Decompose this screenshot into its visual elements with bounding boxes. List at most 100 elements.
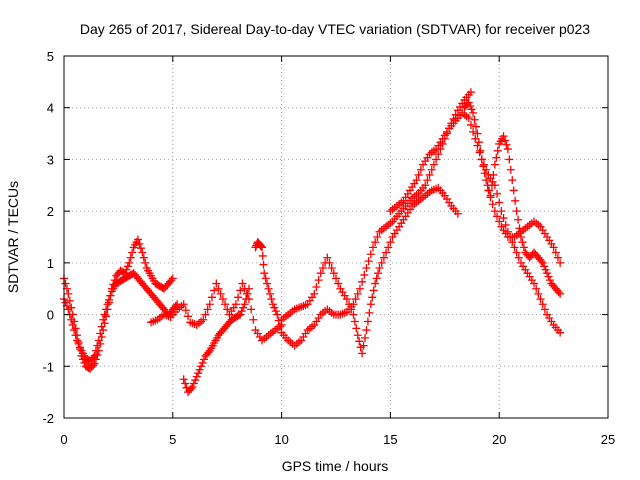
- data-point: [501, 220, 510, 229]
- data-point: [353, 289, 362, 298]
- x-tick-label: 5: [169, 432, 176, 447]
- data-point: [490, 207, 499, 216]
- data-point: [191, 376, 200, 385]
- data-point: [538, 300, 547, 309]
- data-point: [123, 262, 132, 271]
- data-point: [256, 241, 265, 250]
- data-point: [312, 282, 321, 291]
- series-trace-6: [277, 183, 462, 358]
- data-point: [138, 248, 147, 257]
- data-point: [423, 176, 432, 185]
- data-point: [510, 243, 519, 252]
- series-trace-2: [60, 269, 182, 366]
- data-point: [432, 155, 441, 164]
- data-point: [125, 258, 134, 267]
- data-point: [453, 209, 462, 218]
- data-point: [353, 331, 362, 340]
- data-point: [97, 322, 106, 331]
- data-point: [493, 146, 502, 155]
- data-point: [366, 300, 375, 309]
- data-point: [373, 233, 382, 241]
- data-point: [484, 186, 493, 195]
- data-point: [364, 257, 373, 266]
- data-point: [268, 300, 277, 309]
- data-point: [518, 238, 527, 247]
- data-point: [556, 328, 565, 337]
- data-point: [67, 315, 76, 324]
- data-point: [197, 362, 206, 371]
- data-point: [512, 207, 521, 216]
- data-point: [204, 348, 213, 357]
- data-point: [466, 101, 475, 110]
- y-tick-label: 5: [47, 49, 54, 64]
- data-point: [64, 305, 73, 314]
- y-tick-label: 2: [47, 204, 54, 219]
- data-point: [195, 365, 204, 374]
- data-point: [366, 250, 375, 259]
- data-point: [103, 300, 112, 309]
- data-point: [167, 276, 176, 285]
- data-point: [234, 293, 243, 302]
- data-point: [371, 279, 380, 288]
- x-tick-label: 0: [60, 432, 67, 447]
- data-point: [502, 140, 511, 149]
- data-point: [212, 279, 221, 288]
- data-point: [556, 289, 565, 298]
- data-point: [495, 217, 504, 226]
- data-point: [477, 155, 486, 164]
- data-point: [475, 148, 484, 157]
- data-point: [186, 384, 195, 393]
- data-point: [493, 212, 502, 221]
- data-point: [492, 153, 501, 162]
- data-point: [314, 276, 323, 285]
- data-point: [352, 324, 361, 333]
- data-point: [231, 300, 240, 309]
- data-point: [355, 337, 364, 346]
- data-point: [91, 346, 100, 355]
- data-point: [537, 257, 546, 266]
- data-point: [181, 306, 190, 315]
- grid: [64, 56, 608, 418]
- data-point: [234, 311, 243, 320]
- data-point: [71, 331, 80, 340]
- data-point: [61, 298, 70, 307]
- data-point: [325, 258, 334, 267]
- data-point: [135, 239, 144, 248]
- data-point: [501, 136, 510, 145]
- data-point: [199, 355, 208, 364]
- data-point: [90, 359, 99, 368]
- data-point: [329, 269, 338, 278]
- data-point: [534, 289, 543, 298]
- data-point: [473, 141, 482, 150]
- data-point: [503, 145, 512, 154]
- data-point: [68, 320, 77, 329]
- data-point: [99, 315, 108, 324]
- data-point: [181, 379, 190, 388]
- data-point: [532, 284, 541, 293]
- series-trace-9: [484, 186, 565, 267]
- data-point: [168, 274, 177, 283]
- data-point: [358, 277, 367, 286]
- data-point: [318, 264, 327, 273]
- data-point: [104, 295, 113, 304]
- data-point: [261, 274, 270, 283]
- data-point: [479, 162, 488, 171]
- data-point: [267, 295, 276, 304]
- x-tick-label: 25: [601, 432, 615, 447]
- data-point: [64, 289, 73, 298]
- data-point: [543, 269, 552, 278]
- data-point: [74, 339, 83, 348]
- data-point: [556, 258, 565, 267]
- data-point: [480, 169, 489, 178]
- data-point: [511, 196, 520, 205]
- data-point: [425, 170, 434, 179]
- data-point: [371, 238, 380, 247]
- data-point: [545, 276, 554, 285]
- data-point: [372, 274, 381, 283]
- data-point: [553, 253, 562, 262]
- data-point: [133, 235, 142, 244]
- data-point: [551, 248, 560, 257]
- data-point: [244, 284, 253, 293]
- data-point: [488, 200, 497, 209]
- data-point: [259, 260, 268, 269]
